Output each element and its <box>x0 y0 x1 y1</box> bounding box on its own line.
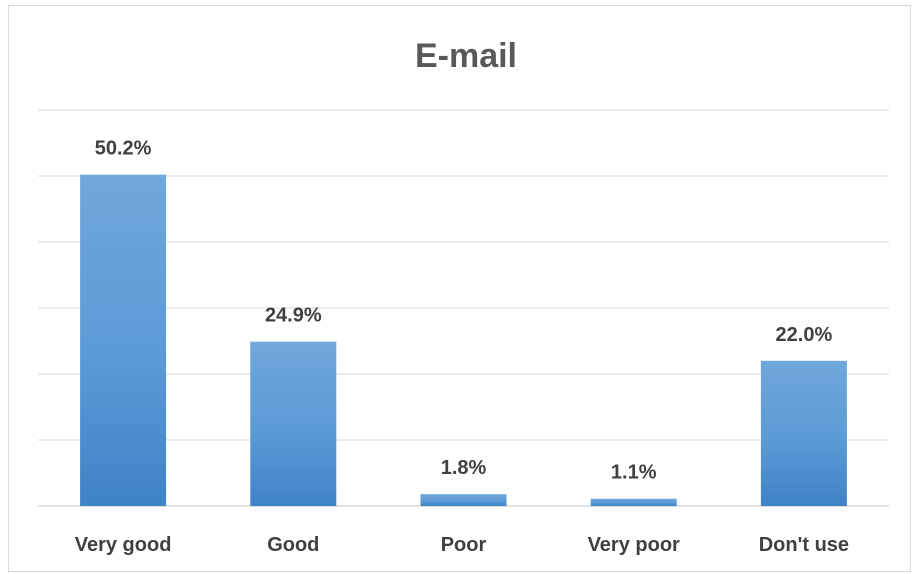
bar <box>420 494 507 506</box>
data-label: 1.8% <box>441 457 487 479</box>
bar <box>80 174 167 506</box>
chart-title: E-mail <box>415 37 517 75</box>
bar <box>590 498 677 506</box>
x-tick-label: Very good <box>75 534 172 556</box>
data-labels: 50.2% 24.9% 1.8% 1.1% 22.0% <box>95 138 833 484</box>
bars <box>80 174 847 506</box>
x-axis-tick-labels: Very good Good Poor Very poor Don't use <box>75 534 849 556</box>
bar <box>760 360 847 506</box>
data-label: 24.9% <box>265 305 322 327</box>
data-label: 1.1% <box>611 462 657 484</box>
bar <box>250 341 337 506</box>
x-tick-label: Good <box>267 534 319 556</box>
data-label: 22.0% <box>776 324 833 346</box>
x-tick-label: Don't use <box>759 534 849 556</box>
gridlines <box>38 109 889 507</box>
x-tick-label: Very poor <box>588 534 680 556</box>
data-label: 50.2% <box>95 138 152 160</box>
x-tick-label: Poor <box>441 534 487 556</box>
